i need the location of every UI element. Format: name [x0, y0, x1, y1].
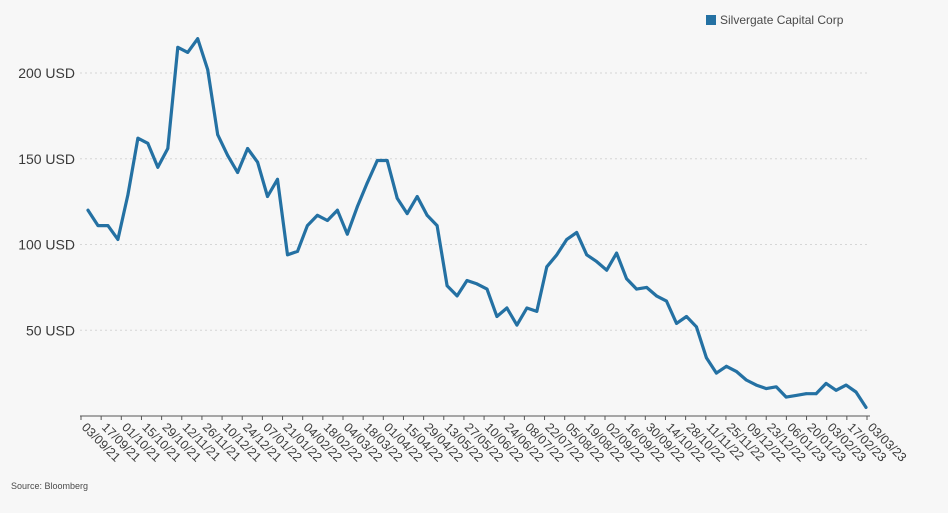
data-point [276, 177, 279, 181]
data-point [405, 212, 409, 216]
data-point [355, 205, 359, 209]
data-point [216, 133, 220, 137]
data-point [645, 285, 648, 289]
data-point [415, 195, 419, 198]
y-tick-label: 100 USD [18, 237, 75, 253]
data-point [455, 294, 459, 298]
data-point [545, 265, 549, 269]
data-point [136, 136, 140, 140]
data-point [555, 253, 559, 257]
data-point [365, 181, 369, 185]
data-point [675, 321, 678, 325]
data-point [585, 253, 589, 257]
legend-swatch [706, 15, 716, 25]
data-point [186, 51, 190, 54]
data-point [565, 237, 569, 241]
data-point [734, 370, 738, 373]
x-axis-ticks: 03/09/2117/09/2101/10/2115/10/2129/10/21… [79, 416, 909, 465]
data-point [146, 141, 150, 145]
data-point [854, 390, 858, 394]
data-point [824, 382, 828, 385]
data-point [505, 306, 509, 310]
data-point [256, 160, 259, 164]
data-point [535, 309, 539, 313]
data-point [176, 45, 180, 49]
data-point [804, 392, 808, 396]
data-point [625, 277, 629, 281]
data-point [375, 159, 379, 162]
data-point [834, 388, 838, 392]
data-point [475, 282, 479, 286]
data-point [345, 232, 349, 236]
data-point [335, 208, 339, 212]
gridlines [80, 72, 870, 331]
data-point [615, 251, 619, 255]
legend: Silvergate Capital Corp [706, 13, 844, 27]
data-point [605, 268, 609, 272]
data-point [705, 356, 708, 360]
data-point [286, 253, 289, 257]
data-point [844, 383, 848, 387]
data-point [445, 284, 449, 288]
y-tick-label: 200 USD [18, 65, 75, 81]
data-point [665, 299, 668, 303]
legend-label: Silvergate Capital Corp [720, 13, 844, 27]
data-point [864, 406, 868, 409]
y-tick-label: 50 USD [26, 322, 75, 338]
data-point [236, 171, 240, 174]
data-point [106, 224, 110, 228]
data-point [395, 196, 399, 200]
data-point [495, 315, 499, 318]
data-point [814, 392, 818, 396]
data-point [196, 37, 200, 41]
data-point [465, 279, 469, 282]
data-point [226, 153, 230, 157]
data-point [794, 394, 798, 397]
data-point [754, 383, 758, 387]
data-point [714, 371, 718, 375]
series-layer [86, 37, 868, 409]
data-point [156, 165, 160, 169]
data-point [655, 294, 658, 298]
data-point [246, 147, 249, 150]
data-point [86, 208, 90, 212]
data-point [435, 224, 439, 228]
series-line [86, 37, 868, 409]
data-point [595, 260, 599, 264]
data-point [515, 323, 519, 327]
data-point [525, 306, 529, 310]
data-point [635, 287, 638, 291]
data-point [575, 231, 579, 234]
data-point [764, 387, 768, 390]
data-point [96, 224, 100, 228]
data-point [316, 213, 319, 217]
y-tick-label: 150 USD [18, 151, 75, 167]
data-point [685, 315, 688, 318]
data-point [485, 287, 489, 291]
data-point [206, 68, 210, 71]
y-axis-ticks: 50 USD 100 USD 150 USD 200 USD [18, 65, 75, 338]
data-point [306, 224, 309, 228]
data-point [126, 193, 130, 197]
data-point [744, 378, 748, 382]
data-point [325, 219, 329, 222]
data-point [774, 385, 778, 389]
source-note: Source: Bloomberg [11, 481, 88, 491]
data-point [385, 159, 389, 162]
data-point [296, 249, 299, 253]
data-point [266, 195, 269, 198]
data-point [724, 364, 728, 368]
data-point [425, 213, 429, 217]
data-point [784, 395, 788, 399]
data-point [695, 325, 698, 329]
data-point [166, 147, 170, 150]
data-point [116, 237, 120, 241]
